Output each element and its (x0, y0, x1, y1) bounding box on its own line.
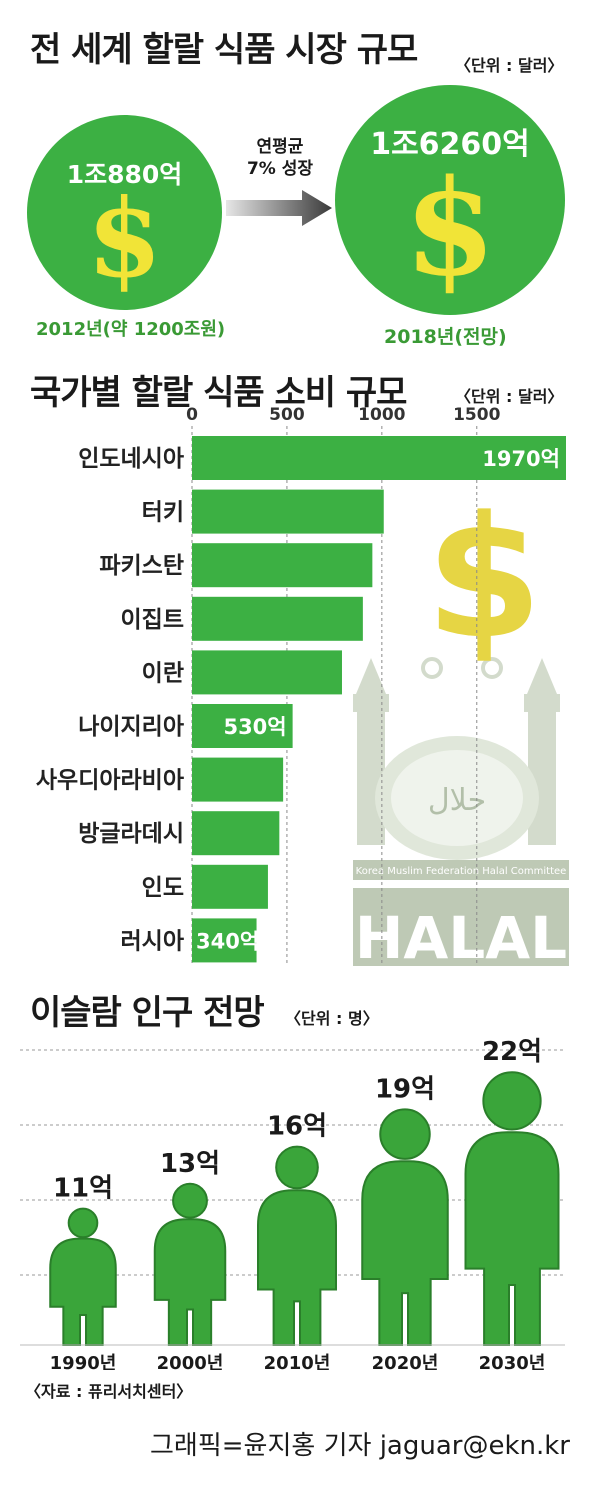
bar (192, 489, 384, 534)
tick-label: 1500 (453, 405, 500, 425)
tick-label: 0 (186, 405, 198, 425)
dollar-icon: $ (86, 176, 163, 302)
section2-unit: 〈단위 : 달러〉 (455, 387, 564, 406)
tick-label: 500 (269, 405, 305, 425)
bar (192, 596, 363, 641)
category-label: 방글라데시 (78, 821, 184, 847)
coin-2018: 1조6260억 $ (335, 85, 565, 315)
bar (192, 811, 280, 856)
dollar-icon: $ (426, 480, 543, 676)
category-label: 러시아 (121, 928, 184, 954)
section3-title: 이슬람 인구 전망 (30, 993, 265, 1033)
person-icon (153, 1182, 227, 1346)
bar (192, 918, 257, 963)
person-icon (464, 1071, 560, 1346)
halal-logo: حلال Korea Muslim Federation Halal Commi… (353, 657, 569, 972)
tick-label: 1000 (358, 405, 405, 425)
category-label: 인도 (142, 875, 184, 901)
category-label: 터키 (142, 500, 184, 526)
population-chart: 11억 13억 16억 19억 22억 1990년 2000년 2010년 2020년 2030… (20, 1037, 565, 1370)
category-label: 사우디아라비아 (36, 768, 184, 794)
section1-unit: 〈단위 : 달러〉 (455, 56, 564, 75)
section3-unit: 〈단위 : 명〉 (285, 1009, 379, 1028)
country-bar-chart: حلال Korea Muslim Federation Halal Commi… (36, 405, 569, 972)
halal-logo-text: HALAL (355, 904, 567, 972)
bar (192, 757, 284, 802)
person-icon (49, 1207, 117, 1346)
data-label: 16억 (267, 1112, 327, 1142)
category-label: 2020년 (372, 1353, 439, 1370)
person-icon (361, 1108, 449, 1346)
bar (192, 436, 566, 480)
caption-2018: 2018년(전망) (384, 326, 507, 348)
category-label: 2010년 (264, 1353, 331, 1370)
growth-label-line1: 연평균 (256, 137, 304, 157)
growth-label: 연평균 7% 성장 (230, 136, 330, 180)
data-label: 19억 (375, 1074, 435, 1104)
person-icon (257, 1145, 337, 1346)
growth-arrow-icon (226, 190, 332, 226)
data-label: 13억 (160, 1149, 220, 1179)
bar (192, 543, 373, 588)
data-label: 22억 (482, 1037, 542, 1067)
bar (192, 650, 342, 695)
value-2012: 1조880억 (66, 160, 183, 189)
value-2018: 1조6260억 (370, 127, 530, 162)
halal-arabic: حلال (428, 783, 486, 818)
section1-title: 전 세계 할랄 식품 시장 규모 (30, 30, 418, 70)
category-label: 2030년 (479, 1353, 546, 1370)
credit: 그래픽=윤지홍 기자 jaguar@ekn.kr (150, 1431, 570, 1461)
caption-2012: 2012년(약 1200조원) (36, 319, 226, 340)
bar (192, 704, 293, 748)
dollar-icon: $ (404, 151, 496, 306)
category-label: 나이지리아 (78, 714, 184, 740)
halal-band-text: Korea Muslim Federation Halal Committee (356, 866, 567, 877)
data-label: 11억 (53, 1174, 113, 1204)
category-label: 파키스탄 (99, 553, 184, 579)
category-label: 이란 (142, 660, 184, 686)
category-label: 2000년 (157, 1353, 224, 1370)
category-label: 이집트 (121, 607, 184, 633)
section2-title: 국가별 할랄 식품 소비 규모 (30, 373, 407, 413)
data-label: 340억 (196, 929, 259, 953)
coin-2012: 1조880억 $ (27, 115, 222, 310)
bar (192, 864, 268, 909)
source-note: 〈자료 : 퓨리서치센터〉 (25, 1382, 193, 1401)
category-label: 인도네시아 (78, 446, 184, 472)
data-label: 1970억 (482, 447, 560, 471)
data-label: 530억 (223, 715, 286, 739)
growth-label-line2: 7% 성장 (246, 159, 314, 179)
category-label: 1990년 (50, 1353, 117, 1370)
